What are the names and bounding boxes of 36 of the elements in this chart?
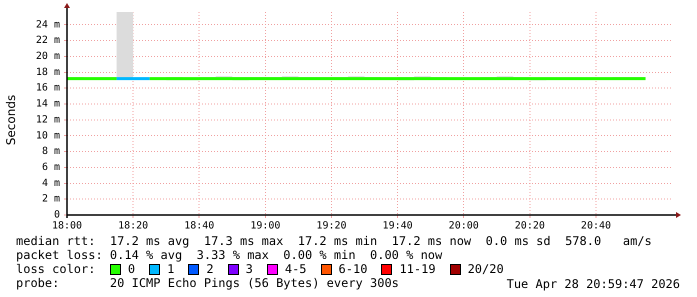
y-tick-label: 14 m — [36, 98, 60, 110]
legend-label: 11-19 — [399, 262, 436, 276]
y-tick-label: 8 m — [42, 146, 60, 158]
x-tick-label: 18:40 — [184, 220, 214, 232]
legend-label: 3 — [246, 262, 253, 276]
text: Tue Apr 28 20:59:47 2026 — [506, 277, 680, 291]
legend-title: loss color: — [16, 262, 96, 276]
y-tick-label: 20 m — [36, 51, 60, 62]
legend-label: 0 — [128, 262, 136, 276]
y-axis-title: Seconds — [4, 94, 18, 146]
legend-label: 6-10 — [338, 262, 368, 276]
y-tick-label: 0 — [54, 210, 60, 221]
text: packet loss: 0.14 % avg 3.33 % max 0.00 % min 0.00 % now — [16, 248, 442, 262]
x-tick-label: 20:40 — [580, 220, 612, 232]
text: median rtt: 17.2 ms avg 17.3 ms max 17.2 ms min 17.2 ms now 0.0 ms sd 578.0 am/s — [16, 234, 652, 248]
y-tick-label: 6 m — [42, 162, 60, 174]
x-tick-label: 18:20 — [118, 220, 148, 232]
x-tick-label: 19:40 — [382, 220, 413, 232]
x-tick-label: 19:20 — [316, 220, 347, 232]
x-tick-label: 20:00 — [448, 220, 479, 232]
y-tick-label: 4 m — [42, 178, 60, 189]
legend-label: 1 — [167, 262, 174, 276]
y-tick-label: 10 m — [36, 130, 60, 142]
x-tick-label: 18:00 — [52, 220, 82, 232]
y-tick-label: 2 m — [42, 194, 60, 205]
y-tick-label: 12 m — [36, 114, 60, 126]
y-tick-label: 16 m — [36, 82, 60, 94]
x-tick-label: 19:00 — [250, 220, 280, 232]
y-tick-label: 22 m — [36, 35, 60, 46]
legend-label: 20/20 — [468, 262, 504, 276]
y-tick-label: 18 m — [36, 66, 60, 78]
x-tick-label: 20:20 — [514, 220, 545, 232]
y-tick-label: 24 m — [36, 19, 60, 30]
legend-label: 4-5 — [284, 262, 307, 276]
legend-label: 2 — [206, 262, 214, 276]
text: probe: 20 ICMP Echo Pings (56 Bytes) every 300s — [16, 276, 399, 290]
